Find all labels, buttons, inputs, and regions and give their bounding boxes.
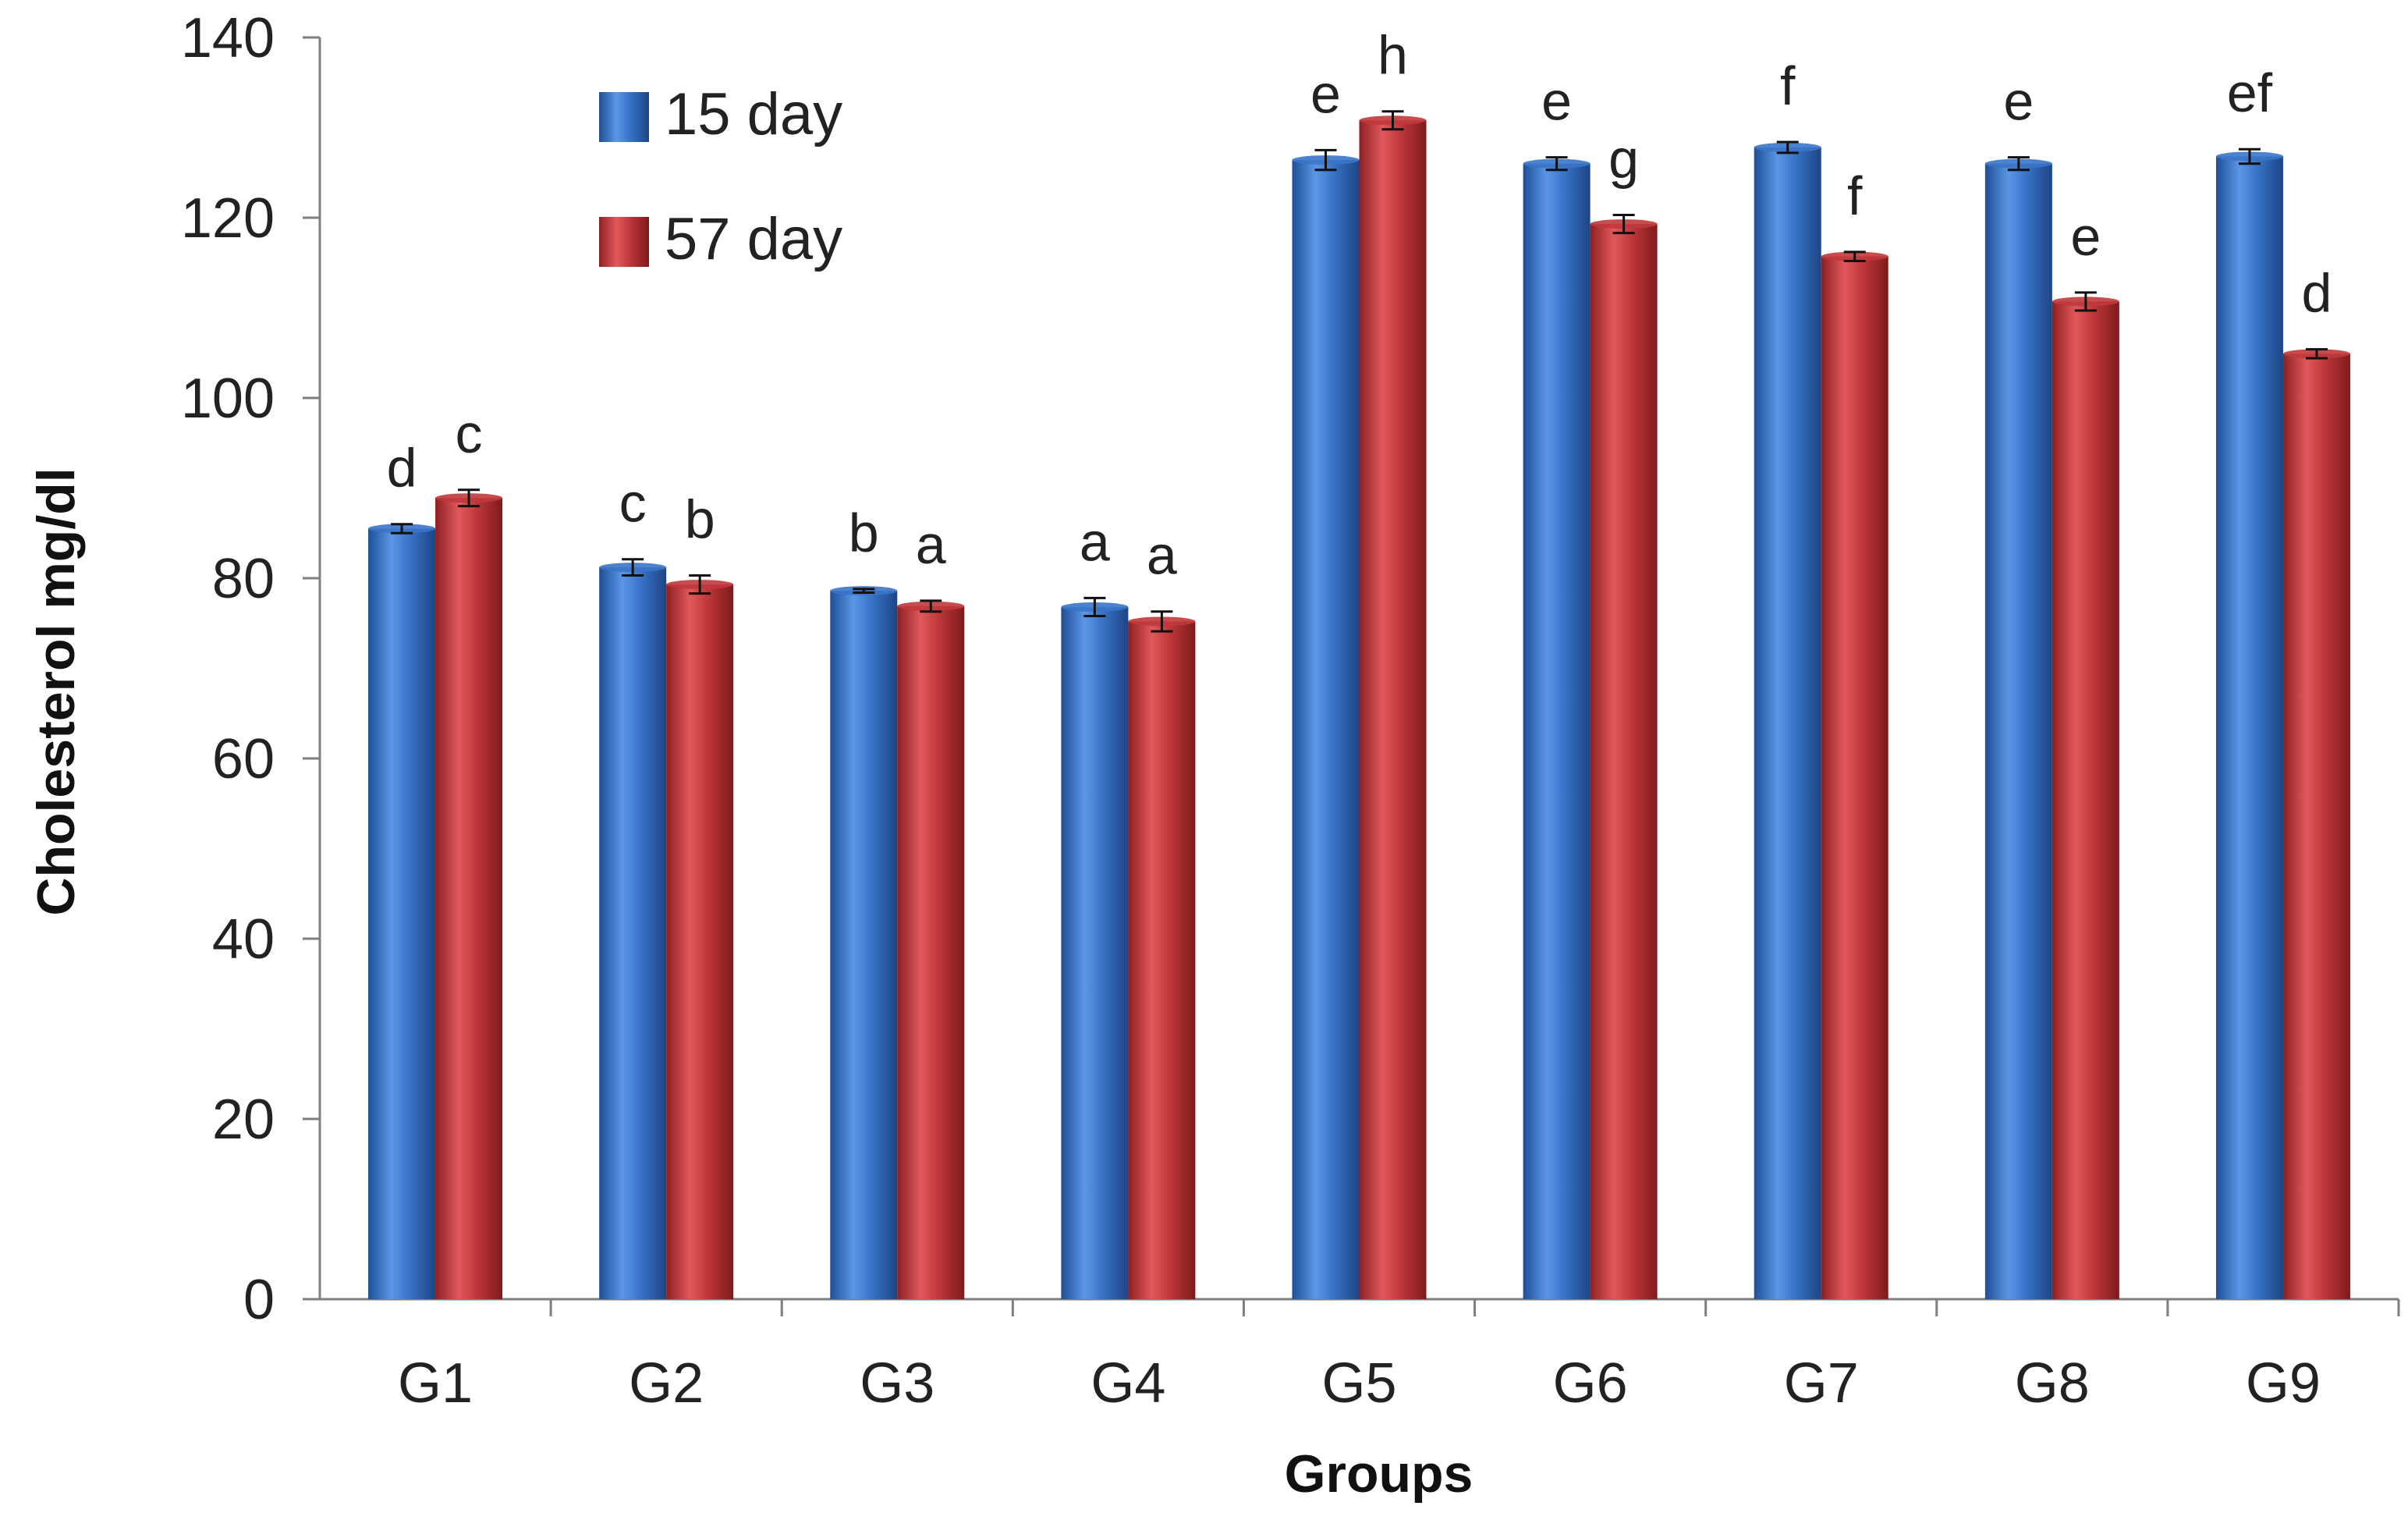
significance-label: e [1541,71,1572,132]
bar-15day [1754,147,1821,1299]
bar-15day [1523,163,1591,1300]
significance-label: c [619,473,647,534]
y-tick-label: 120 [181,187,275,250]
bar-57day [2282,353,2350,1299]
significance-label: d [2301,263,2332,324]
bar-57day [897,606,965,1299]
y-tick-label: 40 [212,908,275,971]
x-tick-label: G1 [398,1352,473,1415]
bar-57day [1359,120,1427,1299]
bar-15day [1984,163,2052,1300]
bar-15day [368,528,436,1299]
significance-label: b [849,503,879,563]
significance-label: b [685,489,715,550]
y-tick-label: 60 [212,728,275,790]
bar-15day [1292,160,1360,1300]
bar-57day [1128,621,1196,1299]
significance-label: c [456,403,483,464]
significance-label: f [1847,165,1863,226]
bar-57day [666,584,734,1299]
x-tick-label: G5 [1321,1352,1396,1415]
x-tick-label: G6 [1553,1352,1628,1415]
significance-label: a [1080,511,1110,572]
significance-label: e [1310,63,1341,124]
x-tick-label: G8 [2015,1352,2090,1415]
bar-15day [2215,156,2283,1300]
bar-57day [435,498,503,1299]
x-axis-title: Groups [1285,1444,1474,1504]
significance-label: a [916,514,946,575]
legend-label: 15 day [665,81,842,147]
y-tick-label: 140 [181,7,275,69]
bar-57day [2052,301,2119,1299]
x-tick-label: G2 [629,1352,704,1415]
bar-15day [1061,606,1129,1299]
bar-15day [830,591,898,1299]
x-tick-label: G7 [1784,1352,1859,1415]
bar-15day [599,567,667,1299]
y-tick-label: 80 [212,548,275,610]
significance-label: ef [2227,62,2273,123]
bar-57day [1590,224,1658,1300]
x-tick-label: G3 [860,1352,934,1415]
x-tick-label: G9 [2246,1352,2321,1415]
significance-label: e [2070,206,2101,267]
significance-label: g [1608,129,1639,190]
significance-label: d [387,438,417,499]
x-tick-label: G4 [1091,1352,1165,1415]
significance-label: e [2003,71,2034,132]
y-tick-label: 100 [181,368,275,430]
significance-label: h [1378,25,1408,86]
y-axis-title: Cholesterol mg/dl [27,467,86,915]
bar-57day [1821,256,1888,1299]
y-tick-label: 0 [243,1269,275,1331]
legend-label: 57 day [665,206,842,272]
significance-label: a [1147,525,1177,586]
legend-swatch-57day [599,217,649,267]
y-tick-label: 20 [212,1089,275,1151]
significance-label: f [1780,55,1796,116]
legend-swatch-15day [599,92,649,142]
